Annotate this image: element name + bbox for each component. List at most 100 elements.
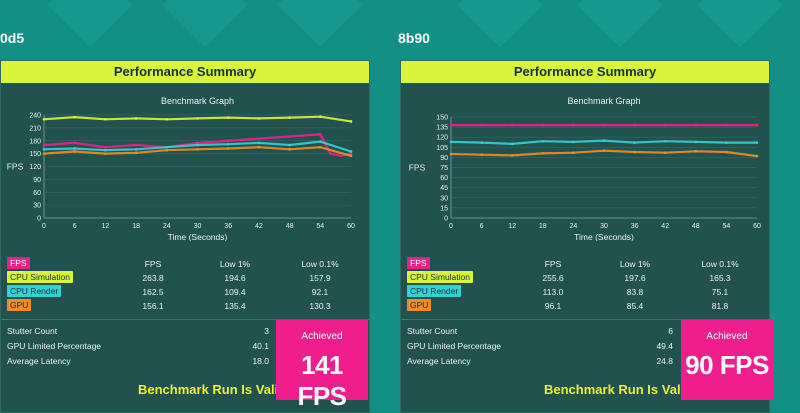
cpu-render-fps: 162.5 xyxy=(142,287,164,297)
cpu-render-low1: 109.4 xyxy=(224,287,246,297)
series-fps-point xyxy=(104,145,107,149)
benchmark-valid-text: Benchmark Run Is Valid xyxy=(138,382,287,397)
series-cpu-render-point xyxy=(319,140,322,143)
series-fps-point xyxy=(288,135,291,138)
series-cpu-render-point xyxy=(572,140,575,144)
achieved-label: Achieved xyxy=(301,331,343,342)
series-cpu-render-point xyxy=(42,148,46,151)
series-cpu-render-point xyxy=(449,140,453,144)
series-gpu-point xyxy=(755,154,759,158)
series-fps-point xyxy=(633,123,636,127)
y-tick-label: 0 xyxy=(37,216,41,223)
legend-gpu: GPU xyxy=(7,299,32,311)
y-tick-label: 210 xyxy=(29,125,41,132)
cpu-simulation-low01: 157.9 xyxy=(309,273,331,283)
series-gpu-point xyxy=(602,149,606,152)
achieved-fps-value: 141 FPS xyxy=(297,350,347,411)
y-tick-label: 60 xyxy=(440,175,448,182)
background-diamond xyxy=(47,0,133,48)
stutter-count-value: 6 xyxy=(668,326,673,336)
series-gpu-point xyxy=(349,154,353,158)
series-fps-point xyxy=(329,152,332,155)
x-tick-label: 30 xyxy=(600,223,608,230)
series-cpu-simulation-point xyxy=(349,120,353,123)
y-tick-label: 240 xyxy=(29,113,41,120)
gpu-limited-label: GPU Limited Percentage xyxy=(7,341,102,351)
series-cpu-simulation-point xyxy=(134,117,138,120)
performance-summary-title: Performance Summary xyxy=(1,61,369,83)
stutter-count-label: Stutter Count xyxy=(7,326,58,336)
legend-gpu: GPU xyxy=(407,299,432,311)
series-cpu-simulation-point xyxy=(226,116,230,119)
series-fps-point xyxy=(449,123,453,127)
x-tick-label: 6 xyxy=(73,223,77,230)
series-cpu-simulation-point xyxy=(196,117,199,120)
series-gpu-point xyxy=(510,154,514,157)
cpu-simulation-fps: 263.8 xyxy=(142,273,164,283)
stutter-count-value: 3 xyxy=(264,326,269,336)
legend-cpu-render: CPU Render xyxy=(407,285,462,297)
graph-title: Benchmark Graph xyxy=(161,96,234,106)
x-tick-label: 18 xyxy=(539,223,547,230)
stutter-count-label: Stutter Count xyxy=(407,326,458,336)
y-tick-label: 0 xyxy=(444,216,448,223)
series-fps-point xyxy=(755,123,759,127)
series-cpu-simulation-point xyxy=(165,117,169,121)
background-diamond xyxy=(697,0,783,48)
cpu-simulation-low01: 165.3 xyxy=(709,273,731,283)
cpu-render-low01: 75.1 xyxy=(711,287,729,297)
gpu-fps: 156.1 xyxy=(142,301,164,311)
graph-title: Benchmark Graph xyxy=(567,96,640,106)
series-cpu-render-point xyxy=(226,142,230,146)
legend-cpu-render: CPU Render xyxy=(7,285,62,297)
x-tick-label: 42 xyxy=(661,223,669,230)
achieved-fps-box: Achieved 90 FPS xyxy=(681,320,773,400)
legend-fps: FPS xyxy=(407,257,430,269)
y-tick-label: 90 xyxy=(440,155,448,162)
average-latency-value: 18.0 xyxy=(252,356,269,366)
series-cpu-simulation-point xyxy=(104,117,107,121)
series-gpu-point xyxy=(319,145,322,149)
y-tick-label: 60 xyxy=(33,190,41,197)
series-cpu-render-point xyxy=(349,150,353,153)
series-cpu-render-point xyxy=(73,147,76,150)
series-gpu-point xyxy=(226,147,230,150)
x-tick-label: 36 xyxy=(631,223,639,230)
series-gpu-point xyxy=(633,150,636,154)
background-diamond xyxy=(277,0,363,48)
x-tick-label: 6 xyxy=(480,223,484,230)
x-tick-label: 54 xyxy=(723,223,731,230)
column-header-fps: FPS xyxy=(544,259,562,269)
series-fps-point xyxy=(510,123,514,127)
series-cpu-simulation-point xyxy=(73,115,76,119)
series-gpu-point xyxy=(196,148,199,151)
y-tick-label: 75 xyxy=(440,165,448,172)
x-tick-label: 54 xyxy=(316,223,324,230)
series-cpu-render-point xyxy=(196,143,199,147)
x-tick-label: 60 xyxy=(347,223,355,230)
series-cpu-render-point xyxy=(288,143,291,147)
column-header-low01: Low 0.1% xyxy=(301,259,339,269)
column-header-low1: Low 1% xyxy=(219,259,251,269)
y-tick-label: 150 xyxy=(436,115,448,122)
cpu-render-low01: 92.1 xyxy=(311,287,329,297)
series-cpu-render-point xyxy=(633,141,636,144)
gpu-fps: 96.1 xyxy=(544,301,562,311)
series-gpu-point xyxy=(725,150,728,154)
x-tick-label: 12 xyxy=(102,223,110,230)
gpu-limited-value: 49.4 xyxy=(656,341,673,351)
series-fps-point xyxy=(226,139,230,143)
series-cpu-render-point xyxy=(104,148,107,152)
series-cpu-render-point xyxy=(541,139,545,143)
series-gpu-point xyxy=(73,150,76,153)
benchmark-graph: Benchmark Graph FPS Time (Seconds) 0 15 30 45 6… xyxy=(409,96,761,241)
x-tick-label: 0 xyxy=(42,223,46,230)
x-tick-label: 24 xyxy=(163,223,171,230)
series-gpu-point xyxy=(572,151,575,154)
series-fps-point xyxy=(257,137,261,140)
x-tick-label: 30 xyxy=(194,223,202,230)
series-fps-point xyxy=(134,143,138,147)
series-cpu-render-point xyxy=(510,142,514,146)
y-axis-label: FPS xyxy=(7,162,24,172)
gpu-limited-label: GPU Limited Percentage xyxy=(407,341,502,351)
